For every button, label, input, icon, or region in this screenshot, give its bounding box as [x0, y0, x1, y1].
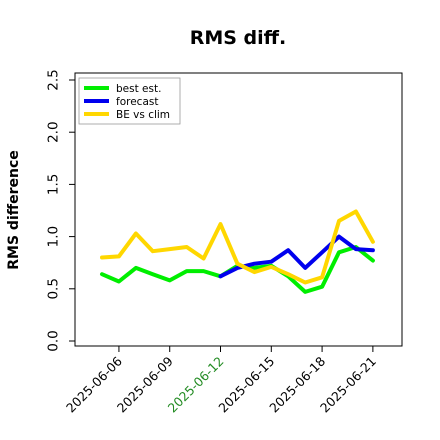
y-tick-label: 2.0	[46, 121, 62, 142]
legend-label-best-est: best est.	[116, 83, 161, 95]
legend-label-forecast: forecast	[116, 96, 158, 108]
y-axis: 0.0 0.5 1.0 1.5 2.0 2.5	[46, 69, 75, 352]
x-axis: 2025-06-062025-06-092025-06-122025-06-15…	[63, 346, 379, 415]
y-tick-label: 1.5	[46, 174, 62, 195]
y-tick-label: 0.0	[46, 330, 62, 351]
y-axis-label: RMS difference	[6, 150, 22, 270]
chart-title: RMS diff.	[190, 27, 287, 49]
legend-label-be-vs-clim: BE vs clim	[116, 109, 170, 121]
legend: best est. forecast BE vs clim	[78, 77, 181, 125]
y-tick-label: 0.5	[46, 278, 62, 299]
series-layer	[100, 209, 375, 294]
series-line-be-vs-clim	[100, 209, 375, 285]
y-tick-label: 2.5	[46, 69, 62, 90]
y-tick-label: 1.0	[46, 226, 62, 247]
